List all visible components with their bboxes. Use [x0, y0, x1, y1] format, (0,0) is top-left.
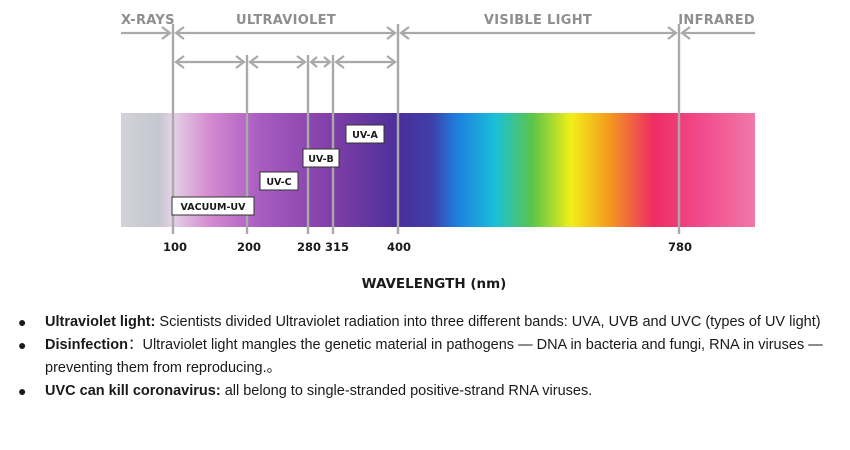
tick-label-100: 100: [163, 240, 187, 254]
svg-text:VACUUM-UV: VACUUM-UV: [181, 202, 247, 213]
note-text: all belong to single-stranded positive-s…: [220, 383, 593, 399]
region-label-ultraviolet: ULTRAVIOLET: [236, 13, 336, 28]
svg-text:UV-C: UV-C: [266, 177, 291, 188]
band-label-uv-b: UV-B: [302, 148, 340, 168]
axis-title: WAVELENGTH (nm): [362, 276, 507, 292]
note-text: Scientists divided Ultraviolet radiation…: [155, 314, 821, 330]
tick-label-400: 400: [387, 240, 411, 254]
region-label-xrays: X-RAYS: [121, 13, 175, 28]
region-label-infrared: INFRARED: [678, 13, 755, 28]
bullet-icon: ●: [18, 337, 27, 353]
tick-label-280: 280: [297, 240, 321, 254]
list-item: ● Ultraviolet light: Scientists divided …: [18, 311, 838, 334]
region-label-visible: VISIBLE LIGHT: [484, 13, 592, 28]
band-arrows: [174, 55, 397, 69]
svg-text:UV-A: UV-A: [352, 130, 378, 141]
notes-list: ● Ultraviolet light: Scientists divided …: [18, 311, 838, 403]
spectrum-diagram: X-RAYS ULTRAVIOLET VISIBLE LIGHT INFRARE…: [121, 13, 755, 292]
note-title: UVC can kill coronavirus:: [45, 383, 221, 399]
bullet-icon: ●: [18, 383, 27, 399]
note-text: ：Ultraviolet light mangles the genetic m…: [45, 337, 823, 376]
tick-label-780: 780: [668, 240, 692, 254]
band-label-uv-a: UV-A: [345, 124, 385, 144]
note-title: Ultraviolet light:: [45, 314, 156, 330]
band-label-uv-c: UV-C: [259, 171, 299, 191]
tick-label-200: 200: [237, 240, 261, 254]
svg-text:UV-B: UV-B: [308, 154, 334, 165]
list-item: ● UVC can kill coronavirus: all belong t…: [18, 380, 838, 403]
band-label-vacuum-uv: VACUUM-UV: [171, 196, 255, 216]
note-title: Disinfection: [45, 337, 128, 353]
region-arrows: [121, 26, 755, 40]
list-item: ● Disinfection：Ultraviolet light mangles…: [18, 334, 838, 380]
bullet-icon: ●: [18, 314, 27, 330]
tick-label-315: 315: [325, 240, 349, 254]
